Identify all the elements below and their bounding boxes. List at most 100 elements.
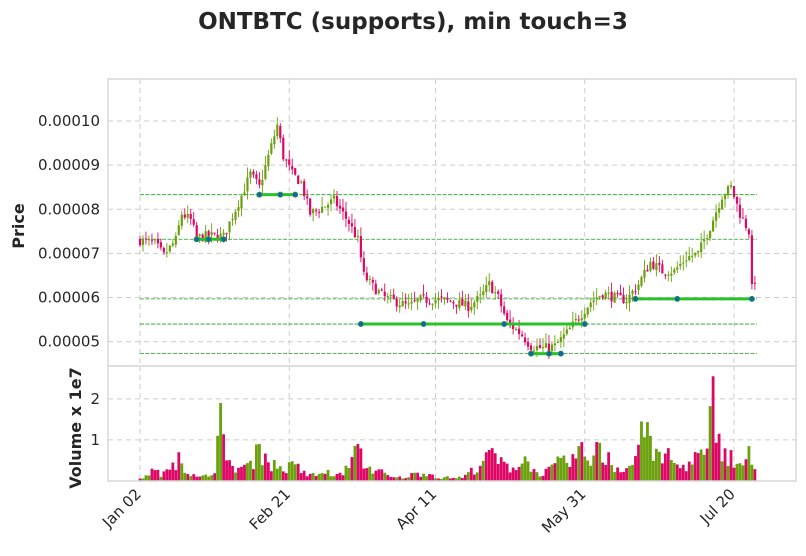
price-y-tick-label: 0.00008 — [38, 200, 100, 218]
volume-bars — [138, 376, 757, 481]
volume-bar — [168, 469, 172, 481]
volume-bar — [317, 473, 321, 481]
candle-body — [694, 252, 697, 256]
candle-body — [729, 185, 733, 187]
volume-bar — [377, 469, 381, 481]
candle-body — [747, 229, 751, 235]
candle-body — [691, 255, 694, 257]
candle-body — [592, 300, 595, 303]
candle-body — [434, 300, 437, 304]
candle-body — [279, 126, 282, 139]
candle-body — [162, 247, 165, 253]
candle-body — [491, 281, 494, 294]
volume-bar — [720, 461, 724, 481]
volume-bar — [374, 470, 378, 481]
candle-body — [619, 292, 622, 296]
volume-bar — [192, 474, 196, 481]
volume-bar — [326, 469, 330, 481]
candle-body — [506, 312, 509, 320]
volume-bar — [529, 471, 533, 481]
candle-body — [395, 298, 398, 307]
candle-body — [416, 299, 419, 302]
candle-body — [673, 269, 676, 273]
volume-bar — [660, 463, 664, 481]
volume-bar — [147, 475, 151, 481]
candle-body — [338, 205, 342, 209]
volume-bar — [183, 472, 187, 481]
candle-body — [252, 171, 255, 175]
volume-bar — [502, 461, 506, 481]
candle-body — [225, 232, 228, 234]
support-touch-point — [674, 295, 681, 302]
candle-body — [598, 296, 601, 298]
volume-bar — [711, 376, 715, 481]
candle-body — [712, 220, 715, 232]
candle-body — [138, 238, 142, 246]
candle-body — [750, 235, 754, 285]
volume-bar — [449, 478, 452, 481]
candles — [138, 117, 756, 359]
candle-body — [300, 181, 303, 183]
candle-body — [332, 195, 336, 199]
candle-body — [386, 296, 389, 298]
candle-body — [341, 207, 345, 212]
volume-bar — [290, 461, 294, 481]
volume-bar — [526, 461, 530, 481]
candle-body — [550, 344, 554, 352]
volume-bar — [684, 471, 688, 481]
volume-bar — [338, 472, 342, 481]
volume-bar — [305, 476, 309, 481]
candle-body — [294, 168, 297, 175]
candle-body — [658, 262, 661, 265]
candle-body — [320, 206, 324, 213]
candle-body — [520, 334, 524, 337]
candle-body — [565, 329, 568, 334]
volume-bar — [654, 448, 658, 481]
volume-bar — [726, 465, 730, 481]
volume-bar — [577, 446, 581, 481]
volume-bar — [490, 448, 494, 481]
volume-bar — [255, 444, 258, 481]
candle-body — [398, 305, 401, 308]
volume-axis-label: Volume x 1e7 — [66, 367, 85, 488]
volume-bar — [356, 444, 360, 481]
volume-bar — [619, 472, 622, 481]
candle-body — [401, 301, 404, 307]
volume-bar — [362, 468, 366, 481]
support-touch-point — [581, 321, 588, 328]
volume-bar — [269, 471, 273, 481]
volume-bar — [275, 468, 279, 481]
candle-body — [240, 196, 243, 209]
volume-bar — [416, 472, 419, 481]
candle-body — [309, 198, 312, 215]
candle-body — [428, 303, 431, 305]
volume-bar — [177, 452, 181, 481]
x-tick-label: Jan 02 — [98, 485, 145, 532]
volume-bar — [410, 473, 414, 481]
volume-bar — [413, 472, 417, 481]
volume-bar — [595, 441, 599, 481]
candle-body — [479, 294, 482, 296]
candle-body — [258, 179, 261, 185]
support-segments — [196, 193, 752, 356]
volume-bar — [419, 476, 422, 481]
candle-body — [404, 301, 407, 304]
volume-bar — [249, 460, 252, 481]
price-y-tick-label: 0.00010 — [38, 112, 100, 130]
candle-body — [655, 263, 658, 271]
candle-body — [422, 294, 425, 296]
candle-body — [467, 301, 470, 312]
candle-body — [709, 231, 712, 239]
volume-bar — [446, 476, 449, 481]
volume-bar — [359, 448, 363, 481]
volume-bar — [598, 442, 602, 481]
candle-body — [676, 267, 679, 270]
candle-body — [347, 219, 351, 224]
candle-body — [515, 329, 518, 331]
volume-bar — [475, 472, 479, 481]
candle-body — [455, 304, 458, 307]
candle-body — [234, 211, 237, 220]
volume-bar — [216, 435, 220, 481]
volume-bar — [392, 477, 396, 481]
volume-bar — [592, 455, 596, 481]
